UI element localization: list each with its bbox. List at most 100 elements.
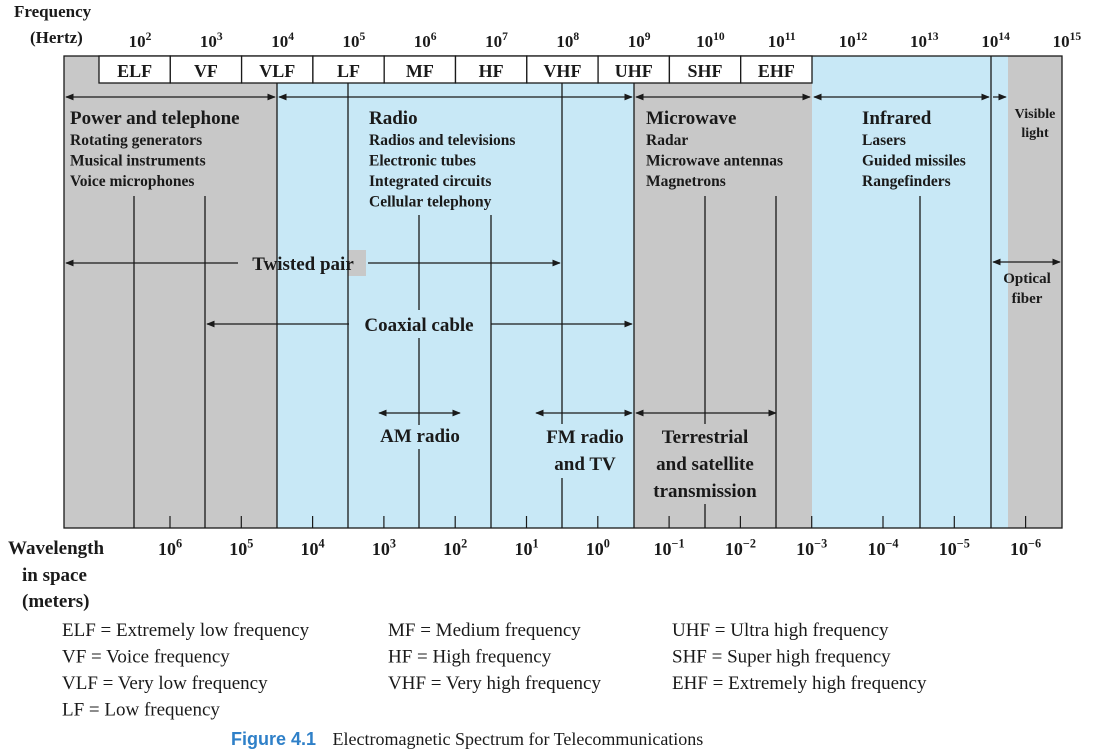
freq-tick-5: 107 bbox=[485, 30, 508, 51]
band-box-vlf bbox=[240, 55, 314, 84]
microwave-item-1: Microwave antennas bbox=[646, 153, 783, 170]
frequency-band-boxes: ELF VF VLF LF MF HF VHF UHF SHF EHF bbox=[98, 55, 813, 84]
wave-tick-6-base: 10 bbox=[586, 539, 604, 559]
wavelength-tick-marks bbox=[169, 516, 1027, 528]
visible-light-region: Visible light bbox=[1015, 107, 1056, 141]
wave-tick-5: 101 bbox=[514, 536, 538, 559]
wave-tick-3-exponent: 3 bbox=[390, 536, 396, 550]
wave-tick-7: 10−1 bbox=[654, 536, 685, 559]
wave-tick-11-base: 10 bbox=[939, 539, 957, 559]
radio-item-2: Integrated circuits bbox=[369, 173, 491, 190]
infrared-region-title: Infrared bbox=[862, 108, 932, 129]
am-radio-range: AM radio bbox=[372, 409, 468, 449]
freq-tick-6: 108 bbox=[556, 30, 579, 51]
terrestrial-satellite-range: Terrestrial and satellite transmission bbox=[635, 409, 777, 504]
freq-tick-7-base: 10 bbox=[628, 32, 645, 51]
band-box-elf bbox=[98, 55, 171, 84]
freq-tick-9: 1011 bbox=[768, 30, 796, 51]
coaxial-cable-label: Coaxial cable bbox=[364, 315, 473, 336]
twisted-pair-label-bg-radio bbox=[277, 250, 348, 276]
wave-tick-4: 102 bbox=[443, 536, 467, 559]
freq-tick-7: 109 bbox=[628, 30, 651, 51]
wave-tick-8-base: 10 bbox=[725, 539, 743, 559]
figure-caption: Figure 4.1 Electromagnetic Spectrum for … bbox=[231, 729, 703, 749]
freq-tick-12: 1014 bbox=[981, 30, 1010, 51]
microwave-item-2: Magnetrons bbox=[646, 173, 726, 190]
optical-fiber-range: Optical fiber bbox=[992, 258, 1061, 307]
wave-tick-7-exponent: −1 bbox=[672, 536, 685, 550]
power-item-1: Musical instruments bbox=[70, 153, 206, 170]
frequency-axis-label-line1: Frequency bbox=[14, 2, 92, 21]
band-label-ehf: EHF bbox=[758, 61, 795, 81]
freq-tick-9-exponent: 11 bbox=[785, 30, 796, 43]
wavelength-axis-label-line2: in space bbox=[22, 565, 87, 586]
microwave-item-0: Radar bbox=[646, 132, 688, 149]
power-region-title: Power and telephone bbox=[70, 108, 240, 129]
wave-tick-0-exponent: 6 bbox=[176, 536, 182, 550]
wave-tick-3: 103 bbox=[372, 536, 396, 559]
wave-tick-1-base: 10 bbox=[229, 539, 247, 559]
freq-tick-8: 1010 bbox=[696, 30, 725, 51]
legend-entry-1-1: HF = High frequency bbox=[388, 647, 552, 668]
frequency-axis-label-line2: (Hertz) bbox=[30, 28, 83, 47]
freq-tick-2-base: 10 bbox=[271, 32, 288, 51]
optical-fiber-label-line2: fiber bbox=[1012, 291, 1043, 307]
freq-tick-3-exponent: 5 bbox=[360, 30, 366, 43]
frequency-axis: Frequency (Hertz) 102 103 104 105 106 107 108 1… bbox=[14, 2, 1081, 51]
freq-tick-4-base: 10 bbox=[414, 32, 431, 51]
band-label-mf: MF bbox=[406, 61, 434, 81]
wave-tick-0-base: 10 bbox=[158, 539, 176, 559]
figure-caption-text: Electromagnetic Spectrum for Telecommuni… bbox=[333, 729, 704, 749]
wave-tick-6-exponent: 0 bbox=[604, 536, 610, 550]
legend-entry-1-0: MF = Medium frequency bbox=[388, 620, 581, 641]
wavelength-axis-label-line1: Wavelength bbox=[8, 538, 104, 559]
terrestrial-label-line2: and satellite bbox=[656, 454, 754, 475]
freq-tick-1: 103 bbox=[200, 30, 223, 51]
band-label-hf: HF bbox=[479, 61, 504, 81]
wave-tick-12-exponent: −6 bbox=[1028, 536, 1041, 550]
legend-entry-2-1: SHF = Super high frequency bbox=[672, 647, 891, 668]
terrestrial-label-line3: transmission bbox=[653, 481, 757, 502]
band-box-ehf bbox=[740, 55, 813, 84]
freq-tick-0-exponent: 2 bbox=[146, 30, 152, 43]
wave-tick-2: 104 bbox=[301, 536, 325, 559]
radio-item-3: Cellular telephony bbox=[369, 194, 492, 211]
radio-item-1: Electronic tubes bbox=[369, 153, 476, 170]
wave-tick-6: 100 bbox=[586, 536, 610, 559]
band-label-elf: ELF bbox=[117, 61, 152, 81]
wave-tick-2-base: 10 bbox=[301, 539, 319, 559]
freq-tick-5-exponent: 7 bbox=[502, 30, 508, 43]
power-item-0: Rotating generators bbox=[70, 132, 202, 149]
visible-light-label-line2: light bbox=[1021, 126, 1049, 141]
wavelength-axis: Wavelength in space (meters) 106 105 104 10… bbox=[8, 516, 1041, 612]
power-and-telephone-region: Power and telephone Rotating generators M… bbox=[70, 108, 240, 190]
freq-tick-1-base: 10 bbox=[200, 32, 217, 51]
freq-tick-4-exponent: 6 bbox=[431, 30, 437, 43]
freq-tick-9-base: 10 bbox=[768, 32, 785, 51]
band-label-lf: LF bbox=[337, 61, 360, 81]
radio-region: Radio Radios and televisions Electronic t… bbox=[369, 108, 515, 211]
wave-tick-8-exponent: −2 bbox=[743, 536, 756, 550]
microwave-region-title: Microwave bbox=[646, 108, 736, 129]
infrared-region: Infrared Lasers Guided missiles Rangefinde… bbox=[862, 108, 966, 190]
freq-tick-2: 104 bbox=[271, 30, 294, 51]
freq-tick-11: 1013 bbox=[910, 30, 939, 51]
band-label-shf: SHF bbox=[688, 61, 723, 81]
coaxial-cable-range: Coaxial cable bbox=[206, 310, 633, 338]
power-region-bg bbox=[64, 56, 277, 528]
band-box-mf bbox=[383, 55, 457, 84]
wave-tick-12: 10−6 bbox=[1010, 536, 1041, 559]
wave-tick-9: 10−3 bbox=[796, 536, 827, 559]
wave-tick-5-exponent: 1 bbox=[532, 536, 538, 550]
freq-tick-13-base: 10 bbox=[1053, 32, 1070, 51]
freq-tick-10-exponent: 12 bbox=[856, 30, 868, 43]
legend-entry-1-2: VHF = Very high frequency bbox=[388, 673, 601, 694]
legend-entry-0-3: LF = Low frequency bbox=[62, 700, 220, 721]
wave-tick-8: 10−2 bbox=[725, 536, 756, 559]
freq-tick-11-exponent: 13 bbox=[927, 30, 939, 43]
radio-item-0: Radios and televisions bbox=[369, 132, 515, 149]
power-item-2: Voice microphones bbox=[70, 173, 194, 190]
freq-tick-11-base: 10 bbox=[910, 32, 927, 51]
abbreviation-legend: ELF = Extremely low frequency VF = Voice … bbox=[62, 620, 927, 721]
